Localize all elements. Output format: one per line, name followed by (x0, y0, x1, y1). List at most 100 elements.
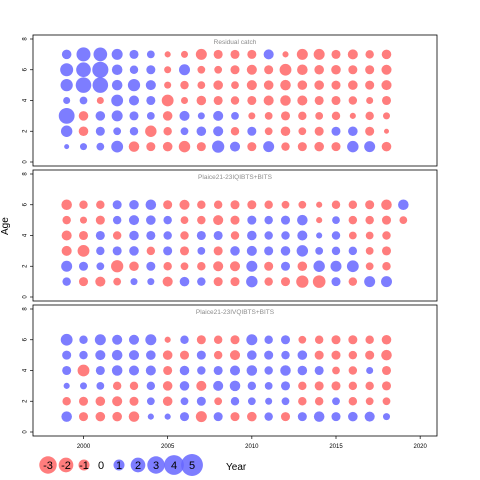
residual-bubble (399, 216, 408, 225)
residual-bubble (111, 48, 123, 60)
residual-bubble (247, 381, 257, 391)
residual-bubble (111, 140, 124, 153)
y-tick-label: 4 (23, 368, 29, 372)
residual-bubble (364, 411, 375, 422)
residual-bubble (196, 380, 207, 391)
residual-bubble (264, 335, 273, 344)
residual-bubble (79, 216, 88, 224)
residual-bubble (95, 365, 105, 376)
residual-bubble (64, 144, 70, 150)
residual-bubble (331, 111, 341, 121)
residual-bubble (332, 366, 340, 375)
residual-bubble (279, 63, 292, 76)
residual-bubble (247, 350, 257, 360)
residual-bubble (246, 275, 258, 288)
x-tick-label: 2010 (245, 444, 259, 450)
residual-bubble (94, 334, 106, 346)
legend-bubble (130, 457, 146, 473)
residual-bubble (381, 246, 392, 256)
residual-bubble (365, 200, 375, 210)
residual-bubble (129, 381, 139, 391)
y-tick-label: 6 (23, 202, 29, 206)
residual-bubble (95, 396, 106, 407)
residual-bubble (280, 215, 291, 225)
panels-group: Residual catch02468Plaice21-23IQIBTS+BIT… (23, 34, 438, 437)
residual-bubble (263, 49, 274, 60)
residual-bubble (297, 261, 308, 272)
residual-bubble (213, 80, 223, 90)
residual-bubble (381, 349, 392, 361)
residual-bubble (247, 142, 257, 152)
residual-bubble (79, 382, 88, 390)
residual-bubble (247, 126, 257, 136)
residual-bubble (213, 261, 224, 272)
panel-2: Plaice21-23IQIBTS+BITS 0 2 4 6 8 (23, 169, 438, 302)
residual-bubble (78, 230, 89, 241)
residual-bubble (213, 215, 224, 226)
residual-bubble (163, 246, 173, 256)
residual-bubble (146, 350, 156, 360)
residual-bubble (145, 199, 157, 211)
residual-bubble (381, 334, 392, 345)
residual-bubble (162, 396, 173, 407)
residual-bubble (280, 261, 291, 271)
residual-bubble (331, 335, 341, 345)
residual-bubble (297, 142, 307, 152)
residual-bubble (129, 396, 139, 406)
residual-bubble (180, 397, 189, 406)
residual-bubble (365, 246, 374, 255)
residual-bubble (129, 230, 139, 241)
residual-bubble (62, 215, 71, 225)
residual-bubble (346, 260, 359, 273)
residual-bubble (263, 141, 275, 153)
residual-bubble (348, 397, 358, 406)
residual-bubble (95, 350, 106, 361)
residual-bubble (381, 381, 392, 391)
residual-bubble (179, 381, 190, 391)
residual-bubble (297, 230, 308, 241)
residual-bubble (365, 381, 374, 391)
residual-bubble (264, 127, 273, 136)
residual-bubble (197, 215, 206, 225)
y-tick-label: 0 (23, 430, 29, 434)
residual-bubble (316, 217, 323, 224)
residual-bubble (95, 111, 106, 121)
residual-bubble (146, 397, 155, 406)
residual-bubble (348, 277, 358, 286)
residual-bubble (230, 200, 240, 210)
residual-bubble (196, 335, 206, 345)
residual-bubble (246, 260, 258, 272)
residual-bubble (398, 199, 409, 211)
residual-bubble (145, 80, 156, 91)
residual-bubble (112, 411, 122, 422)
y-tick-label: 4 (23, 98, 29, 102)
residual-bubble (246, 64, 257, 75)
residual-bubble (79, 96, 88, 105)
x-axis-label: Year (226, 462, 247, 473)
residual-bubble (79, 350, 88, 360)
residual-bubble (314, 335, 324, 344)
residual-bubble (197, 366, 206, 375)
residual-bubble (130, 278, 138, 286)
residual-bubble (92, 61, 109, 78)
residual-bubble (313, 411, 325, 422)
residual-bubble (180, 231, 189, 240)
residual-bubble (111, 79, 123, 91)
residual-bubble (163, 127, 172, 136)
residual-bubble (381, 215, 392, 225)
residual-bubble (247, 95, 257, 106)
residual-bubble (213, 412, 223, 422)
residual-bubble (264, 350, 274, 360)
panel-1: Residual catch 0 2 4 6 8 (23, 34, 438, 167)
residual-bubble (146, 111, 155, 120)
residual-bubble (162, 141, 173, 152)
residual-bubble (382, 413, 391, 421)
residual-bubble (348, 80, 358, 90)
residual-bubble (246, 245, 257, 256)
residual-bubble (78, 396, 89, 406)
residual-bubble (164, 81, 172, 89)
residual-bubble (61, 230, 72, 241)
residual-bubble (280, 95, 291, 106)
residual-bubble (296, 245, 309, 257)
residual-bubble (113, 277, 122, 286)
